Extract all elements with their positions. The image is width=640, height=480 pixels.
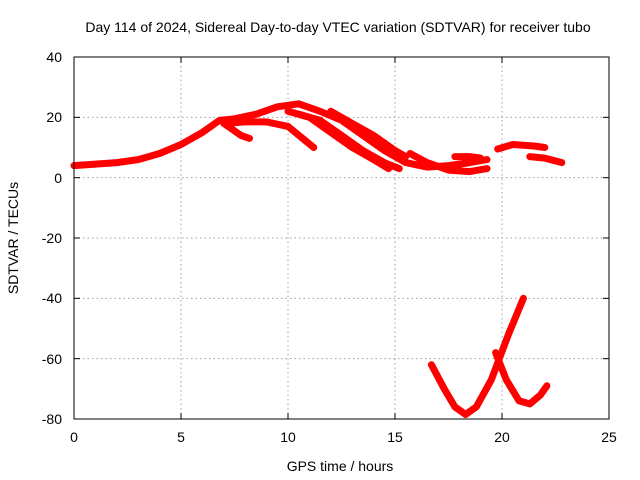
chart-title: Day 114 of 2024, Sidereal Day-to-day VTE… bbox=[85, 19, 590, 35]
grid bbox=[74, 57, 609, 419]
y-tick-label: -60 bbox=[42, 351, 62, 367]
x-tick-label: 25 bbox=[601, 429, 617, 445]
x-tick-labels: 0 5 10 15 20 25 bbox=[70, 429, 617, 445]
x-tick-label: 10 bbox=[280, 429, 296, 445]
data-series-low-arc-a bbox=[427, 294, 527, 418]
data-series-late-track-c bbox=[526, 153, 566, 167]
y-tick-label: -40 bbox=[42, 290, 62, 306]
data-series-main-arc bbox=[70, 100, 491, 171]
x-axis-label: GPS time / hours bbox=[287, 458, 394, 474]
axis-ticks bbox=[73, 56, 610, 420]
data-series-late-track-a bbox=[451, 153, 485, 162]
x-tick-label: 5 bbox=[177, 429, 185, 445]
data-series-secondary-track-d bbox=[327, 107, 410, 161]
y-tick-label: 40 bbox=[46, 49, 62, 65]
x-tick-label: 20 bbox=[494, 429, 510, 445]
y-tick-label: -80 bbox=[42, 411, 62, 427]
y-axis-label: SDTVAR / TECUs bbox=[5, 182, 21, 294]
y-tick-label: -20 bbox=[42, 230, 62, 246]
data-series-secondary-track-c bbox=[295, 110, 403, 173]
data-series-trough-track-a bbox=[406, 150, 491, 176]
data-series-secondary-track-a bbox=[220, 118, 318, 151]
data-series-dip-track-a bbox=[220, 119, 253, 142]
x-tick-label: 0 bbox=[70, 429, 78, 445]
y-tick-label: 0 bbox=[54, 170, 62, 186]
y-tick-label: 20 bbox=[46, 109, 62, 125]
x-tick-label: 15 bbox=[387, 429, 403, 445]
y-tick-labels: 40 20 0 -20 -40 -60 -80 bbox=[42, 49, 62, 427]
data-series-low-arc-b bbox=[492, 349, 551, 408]
data-traces bbox=[70, 100, 566, 418]
data-series-late-track-b bbox=[494, 141, 549, 153]
